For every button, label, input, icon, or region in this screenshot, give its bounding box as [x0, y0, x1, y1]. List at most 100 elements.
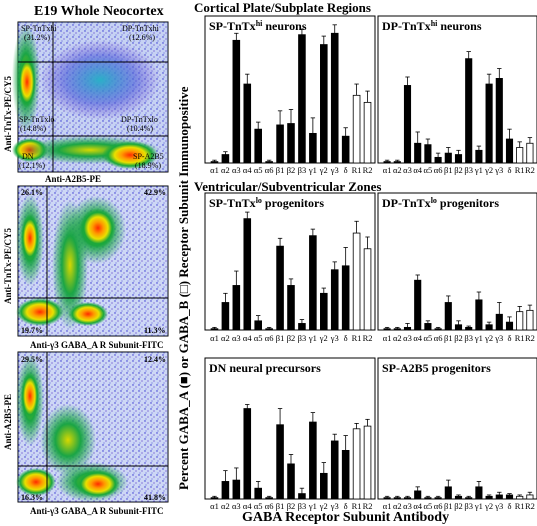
- bar-β3: [298, 493, 306, 500]
- tick-label-α3: α3: [403, 165, 412, 175]
- tick-label-β3: β3: [464, 333, 473, 343]
- bar-α1: [383, 328, 391, 331]
- tick-label-α2: α2: [221, 333, 230, 343]
- bar-α2: [221, 302, 230, 331]
- bar-panel-frame: [377, 192, 537, 331]
- flow2-pct-tr: 42.9%: [144, 188, 166, 197]
- bar-R2: [363, 248, 372, 331]
- flow3-pct-tr: 12.4%: [144, 355, 166, 364]
- bar-α5: [254, 487, 262, 500]
- bar-α6: [434, 328, 442, 331]
- bar-γ1: [475, 486, 483, 500]
- bar-panel-title: SP-TnTxhi neurons: [209, 19, 307, 33]
- q-dp-tntxhi-name: DP-TnTxhi: [122, 24, 160, 33]
- bar-γ3: [495, 494, 503, 500]
- tick-label-γ3: γ3: [494, 165, 503, 175]
- bar-δ: [505, 494, 514, 500]
- flow-panel-2: 26.1% 42.9% 19.7% 11.3% Anti-γ3 GABA_A R…: [3, 185, 169, 350]
- section-title-cortical: Cortical Plate/Subplate Regions: [194, 0, 371, 15]
- tick-label-α3: α3: [232, 165, 241, 175]
- tick-label-δ: δ: [344, 333, 348, 343]
- bar-y-axis-label: Percent GABA_A (■) or GABA_B (□) Recepto…: [176, 86, 191, 490]
- tick-label-δ: δ: [344, 501, 348, 511]
- tick-label-γ2: γ2: [484, 501, 493, 511]
- bar-β3: [298, 323, 306, 331]
- bar-α3: [232, 285, 241, 331]
- q-dp-tntxlo-pct: (10.4%): [127, 124, 153, 133]
- tick-label-γ3: γ3: [330, 165, 339, 175]
- tick-label-γ2: γ2: [484, 165, 493, 175]
- tick-label-β1: β1: [444, 333, 453, 343]
- bar-R1: [352, 232, 361, 331]
- bar-R2: [526, 309, 534, 331]
- bar-γ3: [330, 32, 339, 164]
- tick-label-β1: β1: [444, 501, 453, 511]
- tick-label-α4: α4: [413, 333, 422, 343]
- q-sp-a2b5-name: SP-A2B5: [133, 152, 164, 161]
- bar-γ1: [309, 132, 317, 164]
- tick-label-R2: R2: [525, 165, 535, 175]
- bar-δ: [341, 449, 350, 500]
- bar-α1: [210, 497, 219, 500]
- bar-R1: [516, 311, 524, 331]
- bar-α2: [221, 481, 230, 500]
- flow1-ylabel: Anti-TnTx-PE/CY5: [3, 75, 13, 152]
- tick-label-α2: α2: [221, 501, 230, 511]
- bar-α5: [254, 320, 262, 331]
- bar-α5: [424, 144, 432, 164]
- q-sp-a2b5-pct: (18.9%): [135, 161, 161, 170]
- bar-γ1: [475, 149, 483, 164]
- bar-β2: [287, 463, 295, 500]
- bar-α6: [265, 161, 273, 164]
- tick-label-γ1: γ1: [308, 501, 317, 511]
- bar-R1: [352, 94, 361, 164]
- bar-α5: [424, 497, 432, 500]
- bar-γ1: [309, 235, 317, 331]
- bar-α4: [243, 218, 252, 331]
- tick-label-α4: α4: [413, 501, 422, 511]
- q-dp-tntxlo-name: DP-TnTxlo: [121, 115, 158, 124]
- bar-α1: [210, 161, 219, 164]
- tick-label-R1: R1: [515, 501, 525, 511]
- tick-label-β3: β3: [298, 165, 307, 175]
- tick-label-R1: R1: [352, 333, 362, 343]
- tick-label-R2: R2: [363, 165, 373, 175]
- bar-β3: [298, 34, 306, 164]
- bar-δ: [505, 321, 514, 331]
- bar-β1: [444, 152, 452, 164]
- q-dp-tntxhi-pct: (12.6%): [129, 33, 155, 42]
- tick-label-β1: β1: [444, 165, 453, 175]
- tick-label-δ: δ: [507, 333, 511, 343]
- bar-α3: [403, 497, 412, 500]
- bar-γ2: [485, 324, 493, 331]
- bar-α5: [424, 323, 432, 331]
- flow1-xlabel: Anti-A2B5-PE: [45, 174, 101, 184]
- tick-label-β2: β2: [287, 333, 296, 343]
- tick-label-R2: R2: [363, 501, 373, 511]
- tick-label-α6: α6: [265, 165, 274, 175]
- bar-R2: [526, 494, 534, 500]
- tick-label-α5: α5: [254, 333, 263, 343]
- bar-β2: [287, 123, 295, 164]
- bar-α4: [243, 83, 252, 164]
- tick-label-R2: R2: [363, 333, 373, 343]
- bar-α3: [232, 479, 241, 500]
- tick-label-γ2: γ2: [319, 165, 328, 175]
- tick-label-R1: R1: [352, 165, 362, 175]
- flow-panel-1: SP-TnTxhi (31.2%) DP-TnTxhi (12.6%) SP-T…: [3, 21, 169, 184]
- bar-γ3: [330, 269, 339, 331]
- bar-β3: [465, 58, 473, 164]
- tick-label-α6: α6: [434, 165, 443, 175]
- bar-panel-frame: [377, 15, 537, 164]
- tick-label-R1: R1: [352, 501, 362, 511]
- tick-label-γ3: γ3: [494, 501, 503, 511]
- bar-δ: [505, 138, 514, 164]
- tick-label-α5: α5: [424, 333, 433, 343]
- bar-α5: [254, 128, 262, 164]
- left-title: E19 Whole Neocortex: [34, 4, 164, 19]
- tick-label-β2: β2: [454, 501, 463, 511]
- bar-α3: [232, 39, 241, 164]
- bar-panel-title: DN neural precursors: [209, 361, 321, 375]
- q-sp-tntxlo-name: SP-TnTxlo: [19, 115, 55, 124]
